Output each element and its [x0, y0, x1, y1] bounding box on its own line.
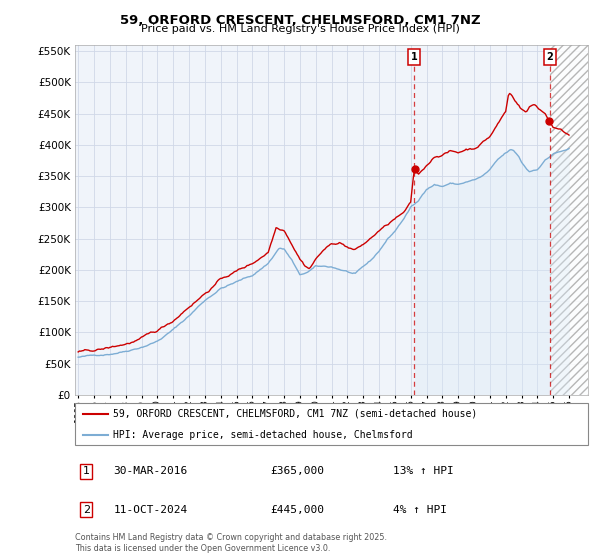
- Text: 59, ORFORD CRESCENT, CHELMSFORD, CM1 7NZ: 59, ORFORD CRESCENT, CHELMSFORD, CM1 7NZ: [119, 14, 481, 27]
- FancyBboxPatch shape: [75, 403, 588, 445]
- Text: 2: 2: [83, 505, 90, 515]
- Text: 2: 2: [547, 52, 553, 62]
- Text: 11-OCT-2024: 11-OCT-2024: [113, 505, 188, 515]
- Text: 59, ORFORD CRESCENT, CHELMSFORD, CM1 7NZ (semi-detached house): 59, ORFORD CRESCENT, CHELMSFORD, CM1 7NZ…: [113, 409, 478, 419]
- Text: Contains HM Land Registry data © Crown copyright and database right 2025.
This d: Contains HM Land Registry data © Crown c…: [75, 533, 387, 553]
- Text: 30-MAR-2016: 30-MAR-2016: [113, 466, 188, 476]
- Text: £445,000: £445,000: [270, 505, 324, 515]
- Text: 4% ↑ HPI: 4% ↑ HPI: [393, 505, 447, 515]
- Text: 13% ↑ HPI: 13% ↑ HPI: [393, 466, 454, 476]
- Text: 1: 1: [411, 52, 418, 62]
- Polygon shape: [550, 45, 588, 395]
- Text: 1: 1: [83, 466, 89, 476]
- Text: Price paid vs. HM Land Registry's House Price Index (HPI): Price paid vs. HM Land Registry's House …: [140, 24, 460, 34]
- Text: HPI: Average price, semi-detached house, Chelmsford: HPI: Average price, semi-detached house,…: [113, 430, 413, 440]
- Text: £365,000: £365,000: [270, 466, 324, 476]
